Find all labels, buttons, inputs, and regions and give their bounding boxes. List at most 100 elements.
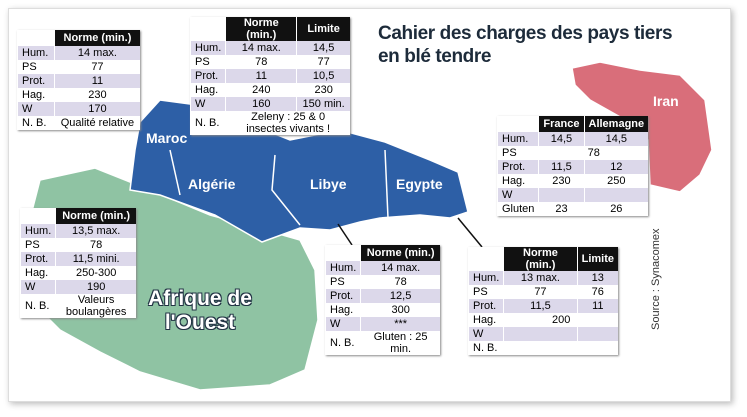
header-cell [324,245,361,261]
row-label: Gluten [496,202,539,216]
row-label: W [189,97,226,111]
cell [503,341,578,355]
cell: 11,5 [503,299,578,313]
cell: *** [360,317,440,331]
row: PS 78 [19,238,136,252]
row-label: Hum. [19,224,56,238]
row: W 160 150 min. [189,97,350,111]
cell: 11 [225,69,297,83]
cell: 23 [538,202,584,216]
cell: 13 max. [503,271,578,285]
row: Hum. 13,5 max. [19,224,136,238]
row: Hum. 14 max. 14,5 [189,41,350,55]
row: N. B. Qualité relative [17,116,140,130]
header-cell: Norme (min.) [225,17,297,41]
row: Hum. 14 max. [324,261,440,275]
cell [576,341,618,355]
cell: Zeleny : 25 & 0 insectes vivants ! [225,111,350,135]
cell: 78 [538,146,649,160]
header-cell: France [538,116,584,132]
header-row: France Allemagne [496,116,649,132]
cell: 11 [53,74,140,88]
row-label: Prot. [496,160,539,174]
row-label: N. B. [324,331,361,355]
header-cell: Limite [296,17,350,41]
map-label: Libye [310,176,347,192]
row: Hum. 14,5 14,5 [496,132,649,146]
header-row: Norme (min.) [19,208,136,224]
row-label: Hum. [496,132,539,146]
row: Hum. 14 max. [17,46,140,60]
cell: 78 [55,238,136,252]
row-label: PS [467,285,504,299]
cell: 10,5 [296,69,350,83]
cell: 200 [503,313,618,327]
row-label: Prot. [189,69,226,83]
row: Gluten 23 26 [496,202,649,216]
map-label: Afrique de l'Ouest [148,287,252,334]
row: W 190 [19,280,136,294]
row: Hag. 300 [324,303,440,317]
cell: 78 [225,55,297,69]
row: PS 78 77 [189,55,350,69]
row-label: PS [324,275,361,289]
row-label: N. B. [19,294,56,318]
row-label: Hag. [324,303,361,317]
cell: 170 [53,102,140,116]
header-cell: Norme (min.) [55,208,136,224]
cell: 150 min. [296,97,350,111]
spec-table: Norme (min.) Limite Hum. 14 max. 14,5 PS 78 77 P… [189,17,350,135]
cell: 190 [55,280,136,294]
spec-table: France Allemagne Hum. 14,5 14,5 PS 78 Prot. 11,5… [496,116,649,216]
row: W *** [324,317,440,331]
row: Prot. 11 [17,74,140,88]
cell: 11 [576,299,618,313]
row: Hag. 230 250 [496,174,649,188]
map-label: Iran [653,93,679,109]
cell: 26 [583,202,649,216]
row: N. B. [467,341,618,355]
header-cell: Allemagne [583,116,649,132]
row: N. B. Gluten : 25 min. [324,331,440,355]
map-label: Algérie [188,176,236,192]
cell [583,188,649,202]
row-label: N. B. [467,341,504,355]
header-cell: Norme (min.) [360,245,440,261]
row: Prot. 11,5 11 [467,299,618,313]
row-label: PS [189,55,226,69]
title: Cahier des charges des pays tiers en blé … [378,22,673,68]
spec-table: Norme (min.) Hum. 14 max. PS 77 Prot. 11 Hag. 23… [17,30,140,130]
spec-table: Norme (min.) Hum. 14 max. PS 78 Prot. 12,5 Hag.… [324,245,440,355]
cell: 11,5 mini. [55,252,136,266]
title-line: Cahier des charges des pays tiers [378,23,673,44]
map-label: Maroc [146,130,188,146]
row-label: N. B. [189,111,226,135]
cell: 14 max. [53,46,140,60]
cell: 300 [360,303,440,317]
cell [538,188,584,202]
row-label: Prot. [467,299,504,313]
row: W [496,188,649,202]
header-cell [189,17,226,41]
row: PS 78 [324,275,440,289]
header-cell [467,247,504,271]
header-row: Norme (min.) Limite [467,247,618,271]
row-label: Hag. [19,266,56,280]
cell: 76 [576,285,618,299]
cell: Qualité relative [53,116,140,130]
row-label: Hum. [324,261,361,275]
borders [169,149,389,226]
row-label: Hum. [17,46,55,60]
row-label: Hag. [189,83,226,97]
cell: 160 [225,97,297,111]
row-label: W [496,188,539,202]
header-cell: Norme (min.) [53,30,140,46]
row-label: PS [19,238,56,252]
row: Hag. 230 [17,88,140,102]
row: PS 77 [17,60,140,74]
cell: 77 [296,55,350,69]
cell [503,327,578,341]
cell: Valeurs boulangères [55,294,136,318]
header-cell [19,208,56,224]
